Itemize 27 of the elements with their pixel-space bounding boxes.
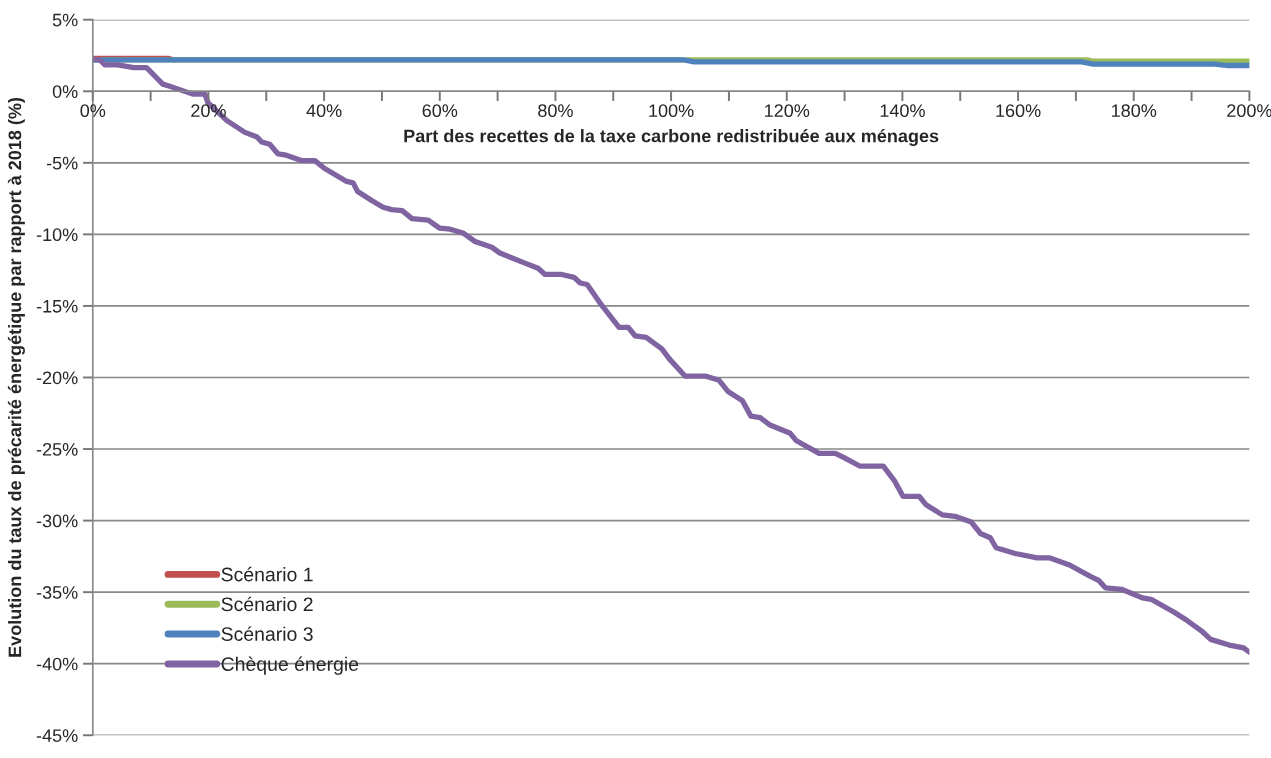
x-tick-label: 0% xyxy=(80,104,106,118)
y-tick-label: -20% xyxy=(36,371,78,385)
y-tick-label: -35% xyxy=(36,586,78,599)
x-tick-label: 120% xyxy=(765,104,810,118)
x-tick-label: 180% xyxy=(1112,104,1157,118)
y-tick-label: 0% xyxy=(52,85,78,98)
x-tick-label: 200% xyxy=(1227,104,1271,118)
legend-label: Scénario 1 xyxy=(221,566,313,582)
y-axis-title: Evolution du taux de précarité énergétique par rapport à 2018 (%) xyxy=(7,97,25,657)
x-tick-label: 60% xyxy=(422,104,458,118)
y-tick-label: -25% xyxy=(36,442,78,456)
y-tick-label: -15% xyxy=(36,299,78,313)
x-tick-label: 140% xyxy=(880,104,925,118)
x-tick-label: 40% xyxy=(306,104,342,118)
x-tick-label: 80% xyxy=(538,104,573,118)
x-tick-label: 100% xyxy=(649,104,694,118)
legend-label: Scénario 2 xyxy=(221,596,313,612)
y-tick-label: -30% xyxy=(36,514,78,528)
legend-label: Chèque énergie xyxy=(221,656,359,675)
y-tick-label: -40% xyxy=(36,657,78,671)
x-tick-label: 160% xyxy=(996,104,1041,118)
y-tick-label: -10% xyxy=(36,228,78,242)
x-axis-title: Part des recettes de la taxe carbone redistribuée aux ménages xyxy=(404,128,939,146)
y-tick-label: 5% xyxy=(52,13,78,27)
legend-label: Scénario 3 xyxy=(221,626,313,641)
y-tick-label: -45% xyxy=(36,729,78,742)
y-tick-label: -5% xyxy=(46,156,78,170)
